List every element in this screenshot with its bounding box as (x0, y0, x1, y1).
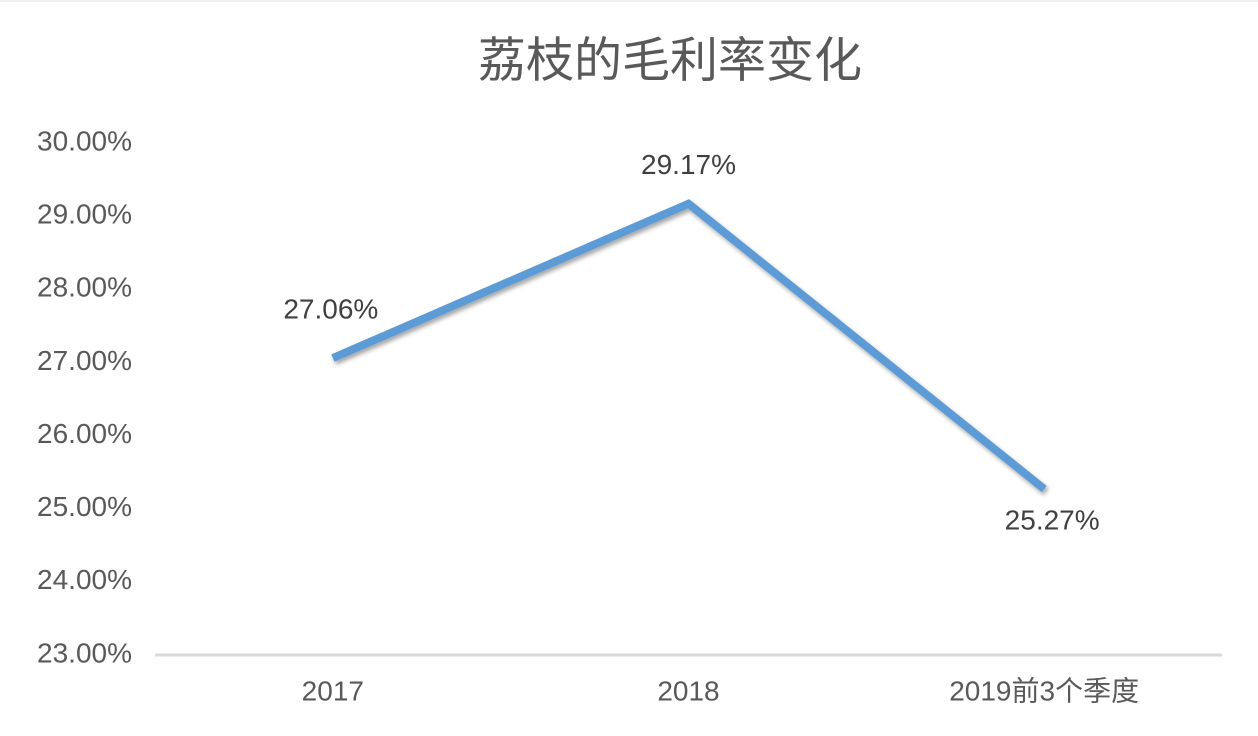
data-label: 27.06% (283, 293, 378, 324)
y-tick-label: 24.00% (37, 564, 132, 595)
chart-title: 荔枝的毛利率变化 (478, 35, 862, 88)
x-tick-label: 2019前3个季度 (949, 675, 1139, 706)
y-tick-label: 25.00% (37, 491, 132, 522)
y-tick-label: 28.00% (37, 272, 132, 303)
x-tick-label: 2018 (657, 675, 719, 706)
y-tick-label: 29.00% (37, 199, 132, 230)
data-label: 29.17% (641, 149, 736, 180)
y-tick-label: 26.00% (37, 418, 132, 449)
y-tick-label: 30.00% (37, 125, 132, 156)
y-tick-label: 23.00% (37, 637, 132, 668)
y-tick-label: 27.00% (37, 345, 132, 376)
x-tick-label: 2017 (302, 675, 364, 706)
data-label: 25.27% (1005, 504, 1100, 535)
data-line (331, 199, 1047, 493)
